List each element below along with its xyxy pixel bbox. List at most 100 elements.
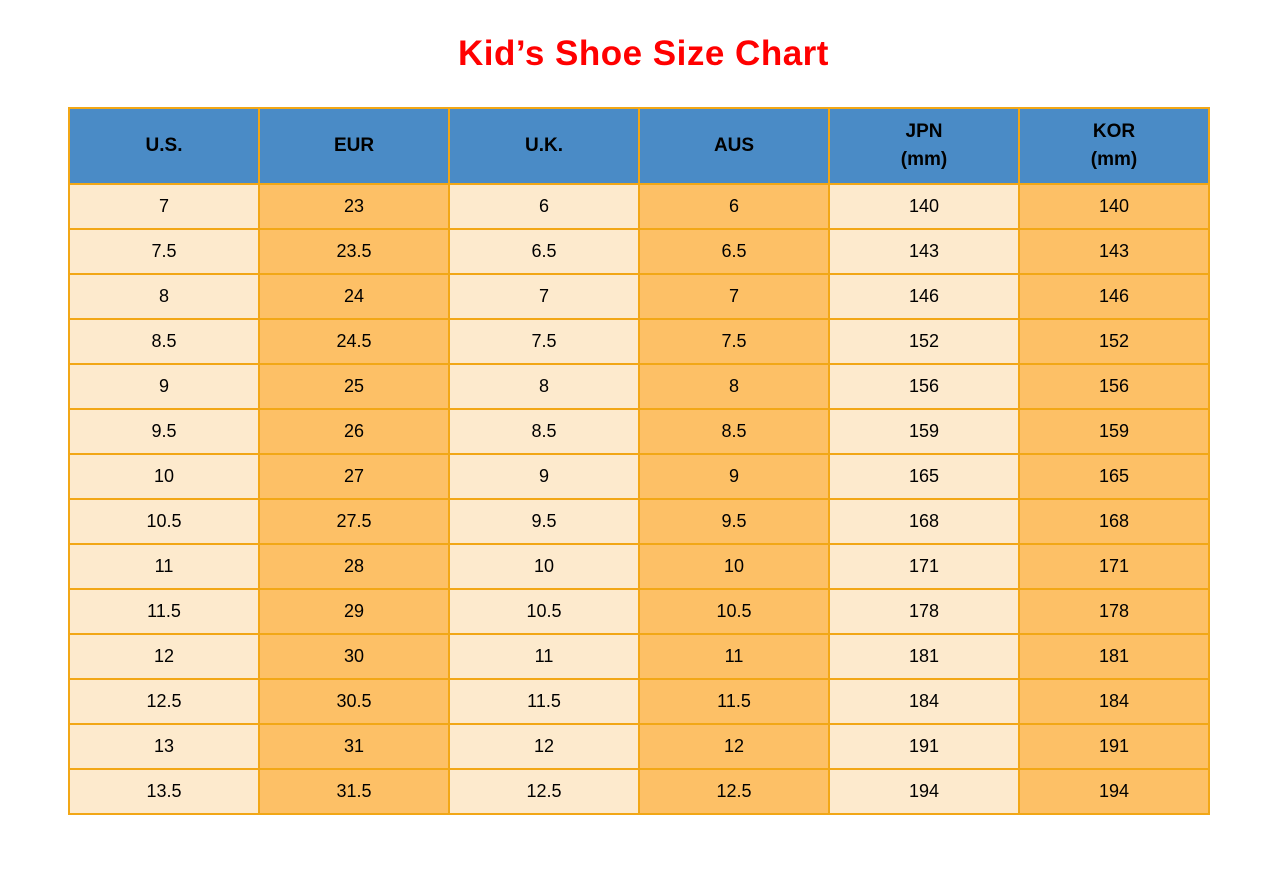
table-cell-uk: 10.5 xyxy=(448,588,640,635)
table-cell-jpn: 181 xyxy=(828,633,1020,680)
table-cell-us: 9.5 xyxy=(68,408,260,455)
table-cell-kor: 140 xyxy=(1018,183,1210,230)
table-header-row: U.S. EUR U.K. AUS JPN (mm) KOR (mm) xyxy=(68,107,1210,185)
table-cell-eur: 27.5 xyxy=(258,498,450,545)
table-cell-eur: 30 xyxy=(258,633,450,680)
table-cell-kor: 194 xyxy=(1018,768,1210,815)
table-cell-us: 13 xyxy=(68,723,260,770)
table-row: 13.5 31.5 12.5 12.5 194 194 xyxy=(68,768,1210,815)
table-cell-eur: 31 xyxy=(258,723,450,770)
table-cell-aus: 6 xyxy=(638,183,830,230)
table-cell-uk: 12 xyxy=(448,723,640,770)
column-header-kor: KOR (mm) xyxy=(1018,107,1210,185)
table-cell-kor: 171 xyxy=(1018,543,1210,590)
table-cell-aus: 10 xyxy=(638,543,830,590)
table-cell-aus: 12.5 xyxy=(638,768,830,815)
table-cell-jpn: 165 xyxy=(828,453,1020,500)
table-cell-us: 7.5 xyxy=(68,228,260,275)
table-cell-jpn: 156 xyxy=(828,363,1020,410)
table-cell-kor: 168 xyxy=(1018,498,1210,545)
table-cell-eur: 28 xyxy=(258,543,450,590)
table-cell-eur: 23 xyxy=(258,183,450,230)
table-row: 11 28 10 10 171 171 xyxy=(68,543,1210,590)
table-cell-jpn: 143 xyxy=(828,228,1020,275)
table-row: 9 25 8 8 156 156 xyxy=(68,363,1210,410)
table-row: 12 30 11 11 181 181 xyxy=(68,633,1210,680)
table-cell-aus: 9 xyxy=(638,453,830,500)
table-cell-aus: 11 xyxy=(638,633,830,680)
table-row: 8 24 7 7 146 146 xyxy=(68,273,1210,320)
table-cell-eur: 24 xyxy=(258,273,450,320)
table-cell-jpn: 168 xyxy=(828,498,1020,545)
table-cell-us: 12 xyxy=(68,633,260,680)
table-row: 7.5 23.5 6.5 6.5 143 143 xyxy=(68,228,1210,275)
page-title: Kid’s Shoe Size Chart xyxy=(458,34,829,73)
table-cell-us: 9 xyxy=(68,363,260,410)
table-cell-jpn: 146 xyxy=(828,273,1020,320)
table-cell-us: 11 xyxy=(68,543,260,590)
table-cell-kor: 143 xyxy=(1018,228,1210,275)
table-body: 7 23 6 6 140 140 7.5 23.5 6.5 6.5 143 143 8 24 7 7 146 14… xyxy=(68,183,1210,815)
table-row: 12.5 30.5 11.5 11.5 184 184 xyxy=(68,678,1210,725)
table-cell-us: 7 xyxy=(68,183,260,230)
table-cell-uk: 7 xyxy=(448,273,640,320)
table-cell-aus: 6.5 xyxy=(638,228,830,275)
table-cell-jpn: 194 xyxy=(828,768,1020,815)
table-cell-kor: 159 xyxy=(1018,408,1210,455)
table-cell-eur: 24.5 xyxy=(258,318,450,365)
table-cell-aus: 12 xyxy=(638,723,830,770)
table-cell-eur: 25 xyxy=(258,363,450,410)
table-row: 10 27 9 9 165 165 xyxy=(68,453,1210,500)
table-header: U.S. EUR U.K. AUS JPN (mm) KOR (mm) xyxy=(68,107,1210,185)
table-cell-eur: 26 xyxy=(258,408,450,455)
table-cell-uk: 9 xyxy=(448,453,640,500)
table-cell-kor: 156 xyxy=(1018,363,1210,410)
table-cell-us: 13.5 xyxy=(68,768,260,815)
table-cell-uk: 7.5 xyxy=(448,318,640,365)
table-cell-aus: 9.5 xyxy=(638,498,830,545)
table-cell-aus: 8 xyxy=(638,363,830,410)
column-header-uk: U.K. xyxy=(448,107,640,185)
table-cell-aus: 7 xyxy=(638,273,830,320)
table-cell-jpn: 140 xyxy=(828,183,1020,230)
table-cell-uk: 6 xyxy=(448,183,640,230)
table-cell-aus: 7.5 xyxy=(638,318,830,365)
column-header-us: U.S. xyxy=(68,107,260,185)
table-cell-kor: 146 xyxy=(1018,273,1210,320)
table-row: 13 31 12 12 191 191 xyxy=(68,723,1210,770)
table-cell-eur: 27 xyxy=(258,453,450,500)
table-cell-eur: 30.5 xyxy=(258,678,450,725)
table-cell-us: 11.5 xyxy=(68,588,260,635)
table-row: 9.5 26 8.5 8.5 159 159 xyxy=(68,408,1210,455)
table-cell-uk: 9.5 xyxy=(448,498,640,545)
table-cell-jpn: 184 xyxy=(828,678,1020,725)
table-cell-eur: 23.5 xyxy=(258,228,450,275)
table-row: 8.5 24.5 7.5 7.5 152 152 xyxy=(68,318,1210,365)
column-header-aus: AUS xyxy=(638,107,830,185)
table-cell-uk: 10 xyxy=(448,543,640,590)
table-cell-eur: 29 xyxy=(258,588,450,635)
table-cell-us: 10.5 xyxy=(68,498,260,545)
table-cell-us: 10 xyxy=(68,453,260,500)
table-cell-jpn: 171 xyxy=(828,543,1020,590)
table-cell-aus: 8.5 xyxy=(638,408,830,455)
table-cell-uk: 8 xyxy=(448,363,640,410)
table-cell-eur: 31.5 xyxy=(258,768,450,815)
table-cell-kor: 191 xyxy=(1018,723,1210,770)
table-cell-jpn: 159 xyxy=(828,408,1020,455)
column-header-jpn: JPN (mm) xyxy=(828,107,1020,185)
table-cell-uk: 6.5 xyxy=(448,228,640,275)
table-cell-us: 8.5 xyxy=(68,318,260,365)
table-cell-us: 12.5 xyxy=(68,678,260,725)
table-cell-uk: 11 xyxy=(448,633,640,680)
shoe-size-table: U.S. EUR U.K. AUS JPN (mm) KOR (mm) 7 23 6 6 140 1… xyxy=(68,107,1210,815)
table-cell-aus: 10.5 xyxy=(638,588,830,635)
table-row: 11.5 29 10.5 10.5 178 178 xyxy=(68,588,1210,635)
table-cell-kor: 178 xyxy=(1018,588,1210,635)
table-cell-jpn: 178 xyxy=(828,588,1020,635)
table-cell-uk: 11.5 xyxy=(448,678,640,725)
table-cell-jpn: 152 xyxy=(828,318,1020,365)
table-cell-jpn: 191 xyxy=(828,723,1020,770)
table-cell-kor: 165 xyxy=(1018,453,1210,500)
